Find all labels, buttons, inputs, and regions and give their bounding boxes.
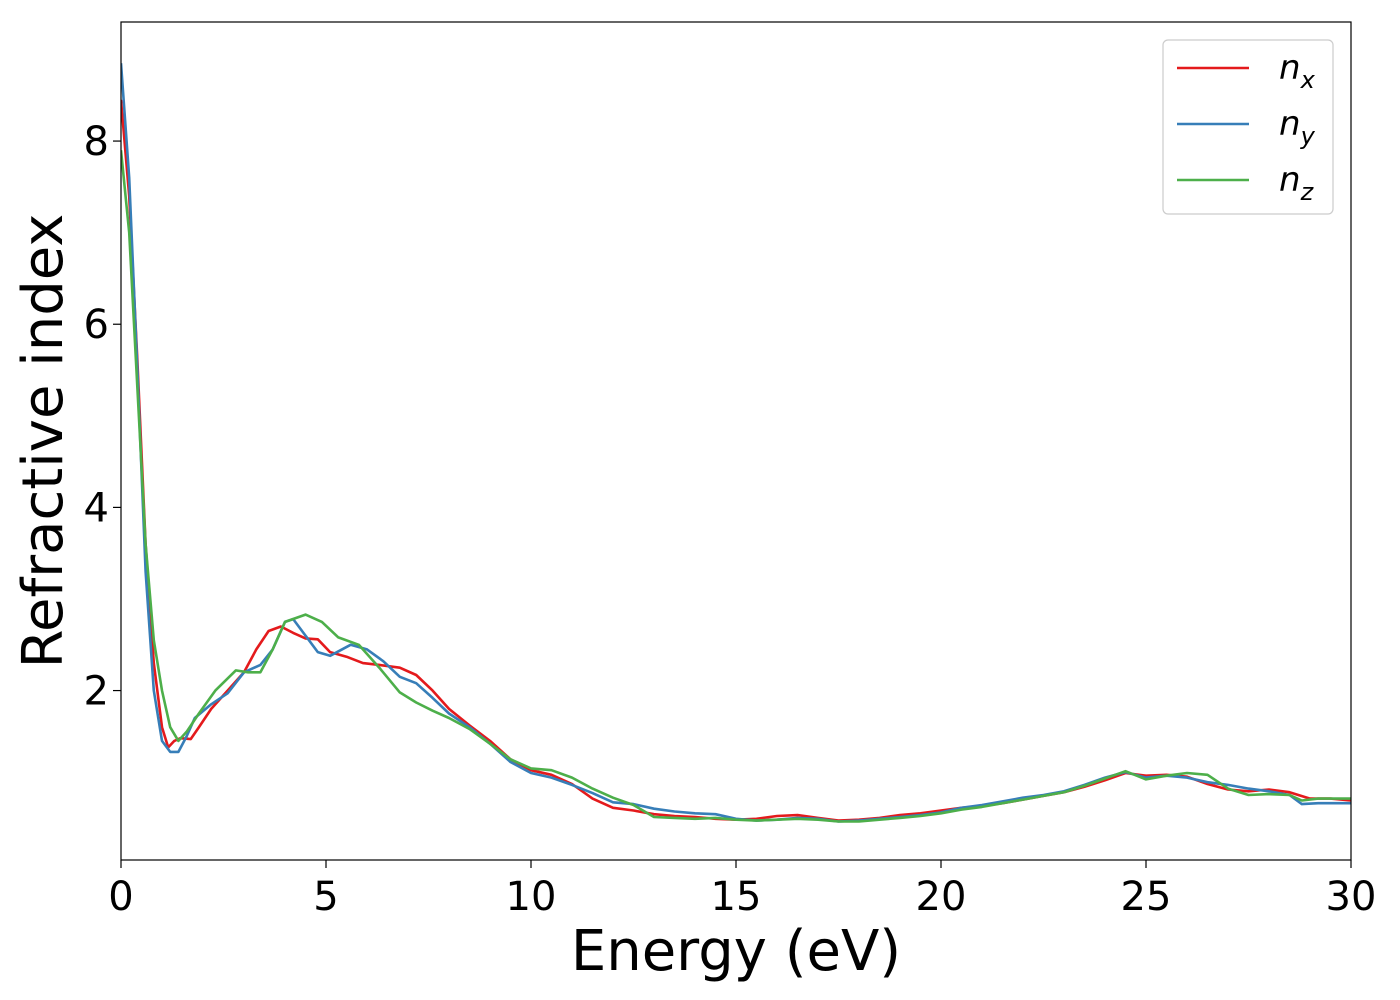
y-tick-label: 6	[84, 302, 109, 348]
x-tick-label: 0	[108, 874, 133, 920]
x-axis-label: Energy (eV)	[571, 919, 901, 984]
legend-box	[1162, 39, 1334, 215]
y-axis-label: Refractive index	[11, 214, 76, 669]
y-axis-ticks: 2 4 6 8	[84, 119, 121, 715]
series-line-nz	[121, 150, 1351, 823]
x-tick-label: 15	[711, 874, 762, 920]
y-tick-label: 8	[84, 119, 109, 165]
x-tick-label: 5	[313, 874, 338, 920]
y-tick-label: 2	[84, 669, 109, 715]
x-tick-label: 20	[916, 874, 967, 920]
y-tick-label: 4	[84, 485, 109, 531]
x-tick-label: 10	[506, 874, 557, 920]
x-axis-ticks: 0 5 10 15 20 25 30	[108, 860, 1376, 920]
x-tick-label: 30	[1326, 874, 1377, 920]
series-lines	[121, 63, 1351, 823]
x-tick-label: 25	[1121, 874, 1172, 920]
